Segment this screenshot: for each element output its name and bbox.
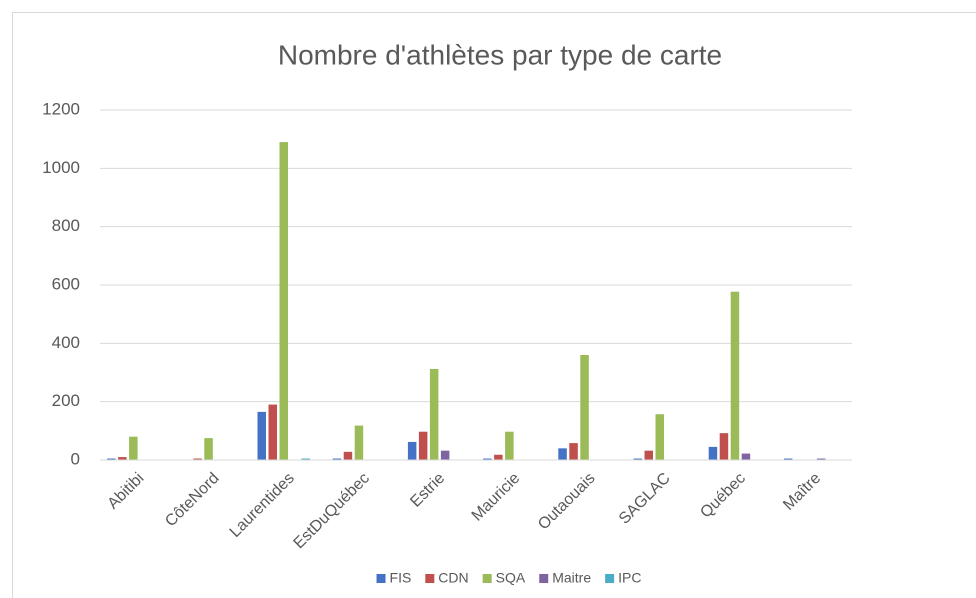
bar: [655, 414, 664, 460]
legend-label: CDN: [438, 570, 468, 586]
bar: [440, 450, 450, 460]
y-tick-label: 200: [52, 391, 80, 410]
bar: [343, 451, 353, 460]
bar: [301, 458, 310, 460]
bar: [429, 369, 439, 460]
y-tick-label: 1000: [42, 158, 80, 177]
bar: [816, 458, 826, 460]
bar: [193, 458, 202, 460]
bar: [633, 458, 642, 460]
bar: [708, 446, 718, 460]
bar: [407, 441, 417, 460]
bar: [558, 448, 567, 460]
chart-title: Nombre d'athlètes par type de carte: [278, 39, 722, 70]
bar: [783, 458, 793, 460]
legend-label: SQA: [496, 570, 526, 586]
bar: [719, 433, 729, 460]
legend-label: IPC: [618, 570, 641, 586]
bar: [129, 436, 138, 460]
bar: [569, 443, 578, 460]
y-tick-label: 800: [52, 216, 80, 235]
y-tick-label: 1200: [42, 99, 80, 118]
bar: [107, 458, 116, 460]
bar: [730, 291, 740, 460]
y-tick-label: 600: [52, 274, 80, 293]
bar: [257, 411, 266, 460]
bar: [332, 458, 342, 460]
legend-label: Maitre: [552, 570, 591, 586]
bar: [505, 431, 514, 460]
y-tick-label: 400: [52, 333, 80, 352]
legend-swatch: [539, 574, 549, 583]
bar: [483, 458, 492, 460]
bar: [279, 142, 288, 461]
legend-swatch: [482, 574, 492, 583]
bar: [741, 453, 751, 460]
bar: [644, 450, 653, 460]
legend-swatch: [605, 574, 615, 583]
y-tick-label: 0: [71, 449, 80, 468]
bar: [418, 431, 428, 460]
legend-label: FIS: [390, 570, 412, 586]
legend-swatch: [376, 574, 386, 583]
bar: [268, 404, 277, 460]
bar: [204, 438, 213, 460]
bar: [354, 425, 364, 460]
bar: [118, 457, 127, 460]
bar: [494, 454, 503, 460]
legend-swatch: [425, 574, 435, 583]
bar: [580, 355, 589, 460]
